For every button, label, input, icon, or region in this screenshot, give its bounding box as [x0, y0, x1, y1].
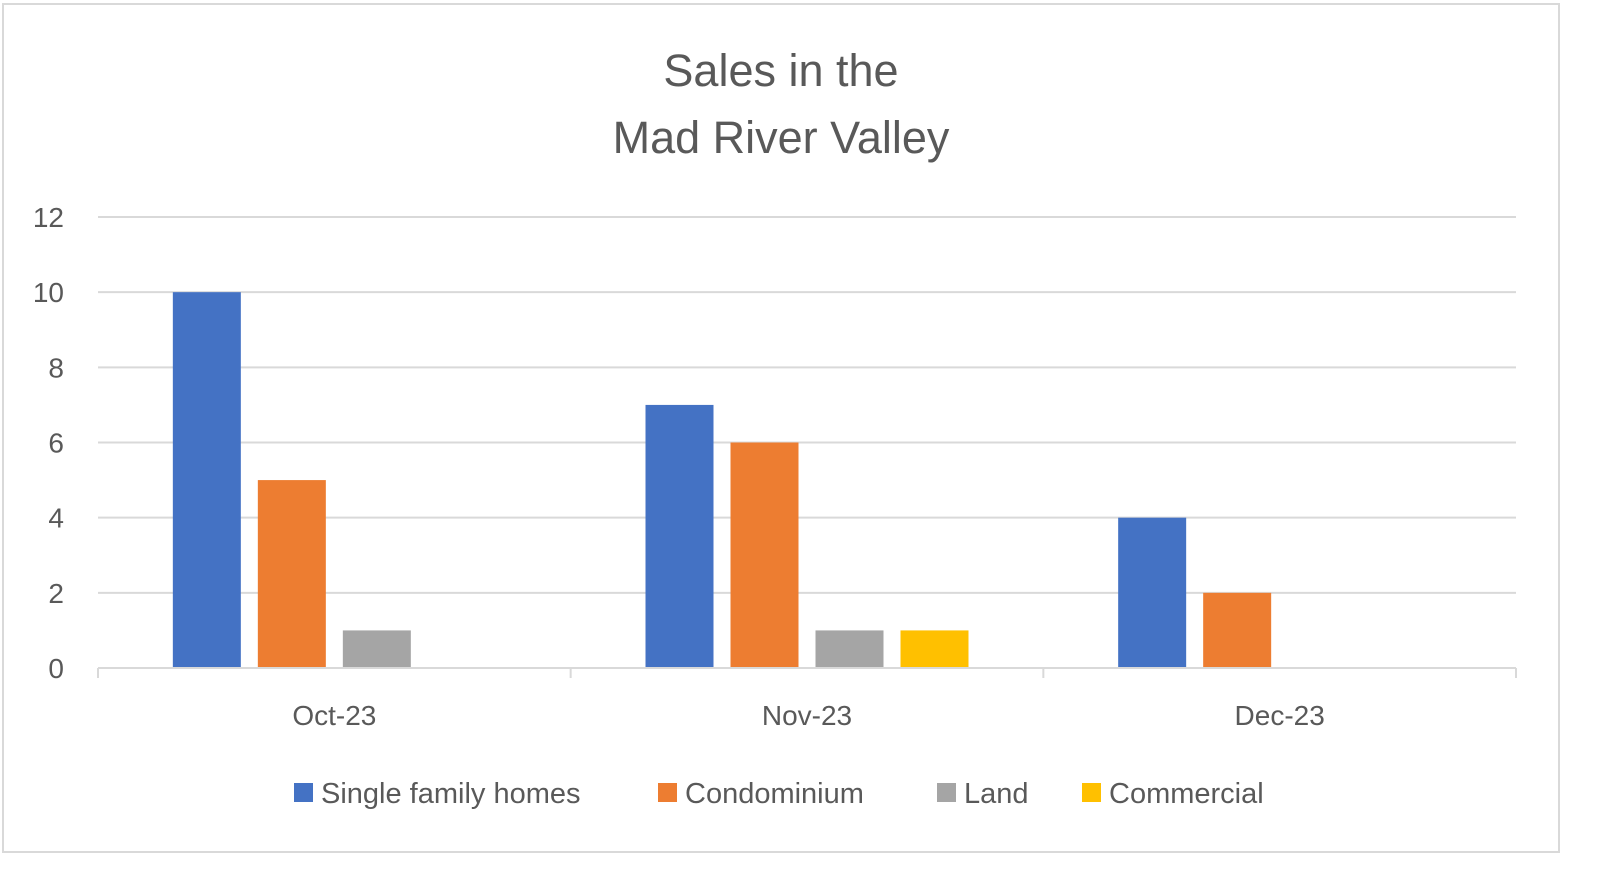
legend-label: Land: [964, 778, 1029, 810]
x-tick-label: Oct-23: [292, 700, 376, 731]
y-tick-label: 4: [48, 503, 64, 534]
y-tick-label: 12: [33, 202, 64, 233]
bar-condominium-nov-23: [730, 442, 799, 668]
y-tick-label: 8: [48, 352, 64, 383]
legend-label: Condominium: [685, 778, 864, 810]
bar-condominium-oct-23: [257, 480, 326, 668]
legend-swatch: [1082, 783, 1101, 802]
bar-land-oct-23: [342, 630, 411, 668]
bar-commercial-nov-23: [900, 630, 969, 668]
y-tick-label: 6: [48, 428, 64, 459]
bar-condominium-dec-23: [1203, 592, 1272, 668]
bar-single-family-homes-nov-23: [645, 404, 714, 668]
legend-label: Single family homes: [321, 778, 581, 810]
legend-item: Commercial: [1082, 778, 1264, 810]
legend-label: Commercial: [1109, 778, 1264, 810]
legend-item: Land: [937, 778, 1029, 810]
chart-title-line-1: Sales in the: [663, 45, 898, 96]
chart-border: [2, 3, 1560, 853]
legend-swatch: [658, 783, 677, 802]
legend-swatch: [294, 783, 313, 802]
y-tick-label: 0: [48, 653, 64, 684]
bar-single-family-homes-oct-23: [172, 292, 241, 668]
bar-land-nov-23: [815, 630, 884, 668]
legend-swatch: [937, 783, 956, 802]
y-tick-label: 2: [48, 578, 64, 609]
y-tick-label: 10: [33, 277, 64, 308]
chart-title-line-2: Mad River Valley: [613, 112, 950, 163]
legend-item: Single family homes: [294, 778, 581, 810]
x-tick-label: Nov-23: [762, 700, 852, 731]
bar-single-family-homes-dec-23: [1118, 517, 1187, 668]
legend-item: Condominium: [658, 778, 864, 810]
x-tick-label: Dec-23: [1235, 700, 1325, 731]
